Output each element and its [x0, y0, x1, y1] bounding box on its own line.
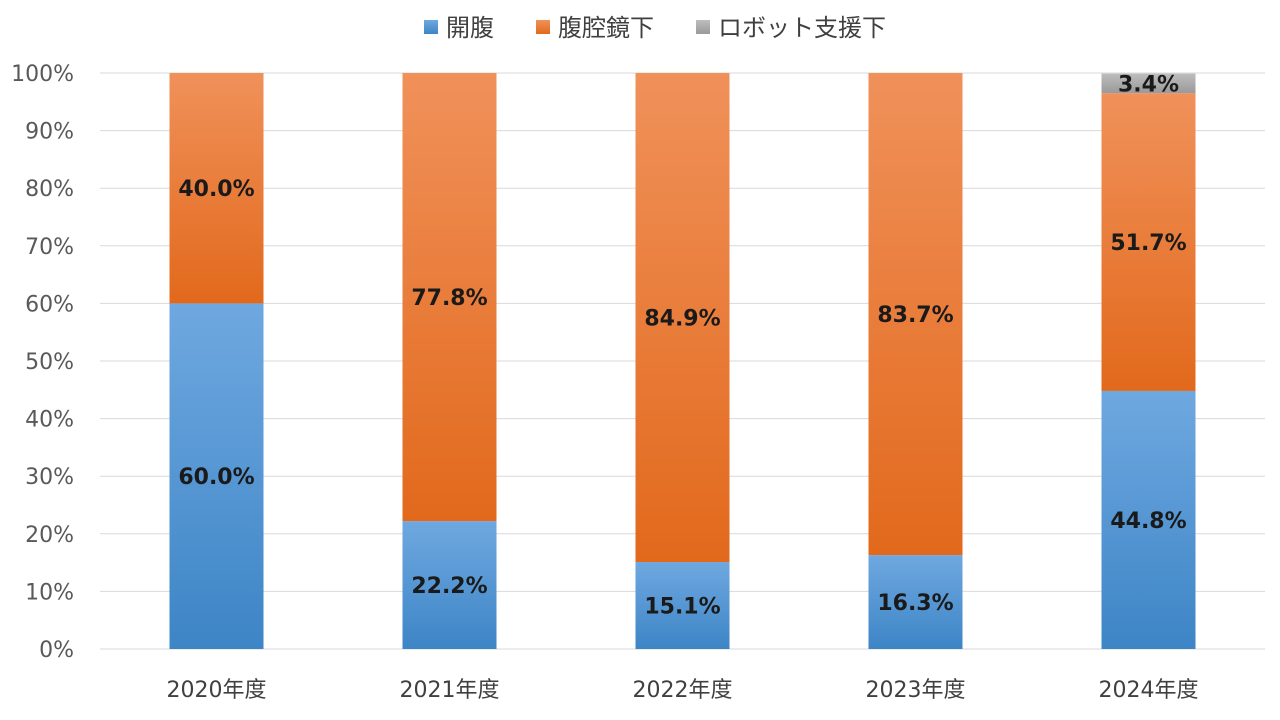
data-label: 77.8% [411, 286, 487, 311]
legend-item: ロボット支援下 [696, 14, 886, 42]
bar-segment [868, 73, 963, 556]
y-tick-label: 30% [25, 465, 74, 490]
y-tick-label: 40% [25, 408, 74, 433]
bar-segment [635, 73, 730, 563]
axes: 0% 10% 20% 30% 40% 50% 60% 70% 80% 90% 100% 2020年度 2… [11, 62, 1198, 703]
legend-label: 腹腔鏡下 [558, 14, 654, 42]
bar-segment [1101, 390, 1196, 649]
legend-item: 腹腔鏡下 [536, 14, 654, 42]
data-label: 15.1% [644, 595, 720, 620]
bar-segment [169, 73, 264, 304]
data-label: 60.0% [178, 465, 254, 490]
legend-swatch [536, 20, 550, 34]
x-tick-label: 2020年度 [167, 678, 267, 703]
legend-swatch [696, 20, 710, 34]
bar-segment [402, 73, 497, 522]
legend: 開腹 腹腔鏡下 ロボット支援下 [424, 14, 886, 42]
y-tick-label: 10% [25, 580, 74, 605]
y-tick-label: 50% [25, 350, 74, 375]
x-tick-label: 2022年度 [633, 678, 733, 703]
legend-swatch [424, 20, 438, 34]
y-tick-label: 100% [11, 62, 74, 87]
legend-label: ロボット支援下 [718, 14, 886, 42]
bar-segment [1101, 73, 1196, 94]
data-label: 3.4% [1118, 72, 1179, 97]
bar-segment [169, 303, 264, 649]
data-label: 40.0% [178, 177, 254, 202]
y-tick-label: 60% [25, 292, 74, 317]
data-label: 44.8% [1110, 509, 1186, 534]
data-label: 16.3% [877, 591, 953, 616]
bar-segment [868, 555, 963, 649]
x-tick-label: 2024年度 [1099, 678, 1199, 703]
bar-segment [1101, 93, 1196, 391]
x-tick-label: 2021年度 [400, 678, 500, 703]
data-label: 22.2% [411, 574, 487, 599]
data-label: 51.7% [1110, 231, 1186, 256]
y-tick-label: 20% [25, 523, 74, 548]
legend-label: 開腹 [446, 14, 494, 42]
bars [169, 73, 1196, 649]
data-label: 83.7% [877, 303, 953, 328]
x-tick-label: 2023年度 [866, 678, 966, 703]
data-label: 84.9% [644, 307, 720, 332]
bar-segment [402, 521, 497, 649]
y-tick-label: 0% [39, 638, 74, 663]
data-labels: 60.0% 40.0% 22.2% 77.8% 15.1% 84.9% 16.3% 83.7%… [178, 72, 1186, 619]
bar-segment [635, 562, 730, 649]
legend-item: 開腹 [424, 14, 494, 42]
y-tick-label: 80% [25, 177, 74, 202]
y-tick-label: 70% [25, 235, 74, 260]
y-tick-label: 90% [25, 120, 74, 145]
